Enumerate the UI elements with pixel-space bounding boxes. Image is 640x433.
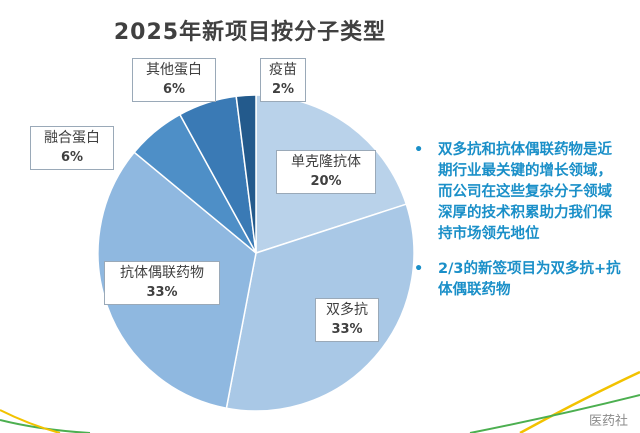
slice-pct-monoclonal: 20% <box>310 174 342 189</box>
callout-other-protein: 其他蛋白 6% <box>132 58 216 102</box>
callout-bispecific: 双多抗 33% <box>315 298 379 342</box>
slice-label-other-protein: 其他蛋白 <box>146 62 202 78</box>
slice-label-monoclonal: 单克隆抗体 <box>291 154 361 170</box>
callout-monoclonal: 单克隆抗体 20% <box>276 150 376 194</box>
slice-label-fusion: 融合蛋白 <box>44 130 100 146</box>
slice-label-vaccine: 疫苗 <box>269 62 297 78</box>
callout-adc: 抗体偶联药物 33% <box>104 261 220 305</box>
pie-slice-5 <box>235 94 257 254</box>
slice-pct-other-protein: 6% <box>162 82 186 97</box>
note-item: 2/3的新签项目为双多抗+抗体偶联药物 <box>408 259 623 301</box>
slice-label-adc: 抗体偶联药物 <box>120 265 204 281</box>
note-item: 双多抗和抗体偶联药物是近期行业最关键的增长领域，而公司在这些复杂分子领域深厚的技… <box>408 140 623 245</box>
slice-label-bispecific: 双多抗 <box>326 302 368 318</box>
slice-pct-bispecific: 33% <box>331 322 363 337</box>
callout-fusion: 融合蛋白 6% <box>30 126 114 170</box>
watermark: 医药社 <box>588 414 628 429</box>
slice-pct-fusion: 6% <box>60 150 84 165</box>
callout-vaccine: 疫苗 2% <box>260 58 306 102</box>
chart-title: 2025年新项目按分子类型 <box>113 20 387 45</box>
notes-list: 双多抗和抗体偶联药物是近期行业最关键的增长领域，而公司在这些复杂分子领域深厚的技… <box>408 140 623 315</box>
slice-pct-vaccine: 2% <box>271 82 295 97</box>
slice-pct-adc: 33% <box>146 285 178 300</box>
